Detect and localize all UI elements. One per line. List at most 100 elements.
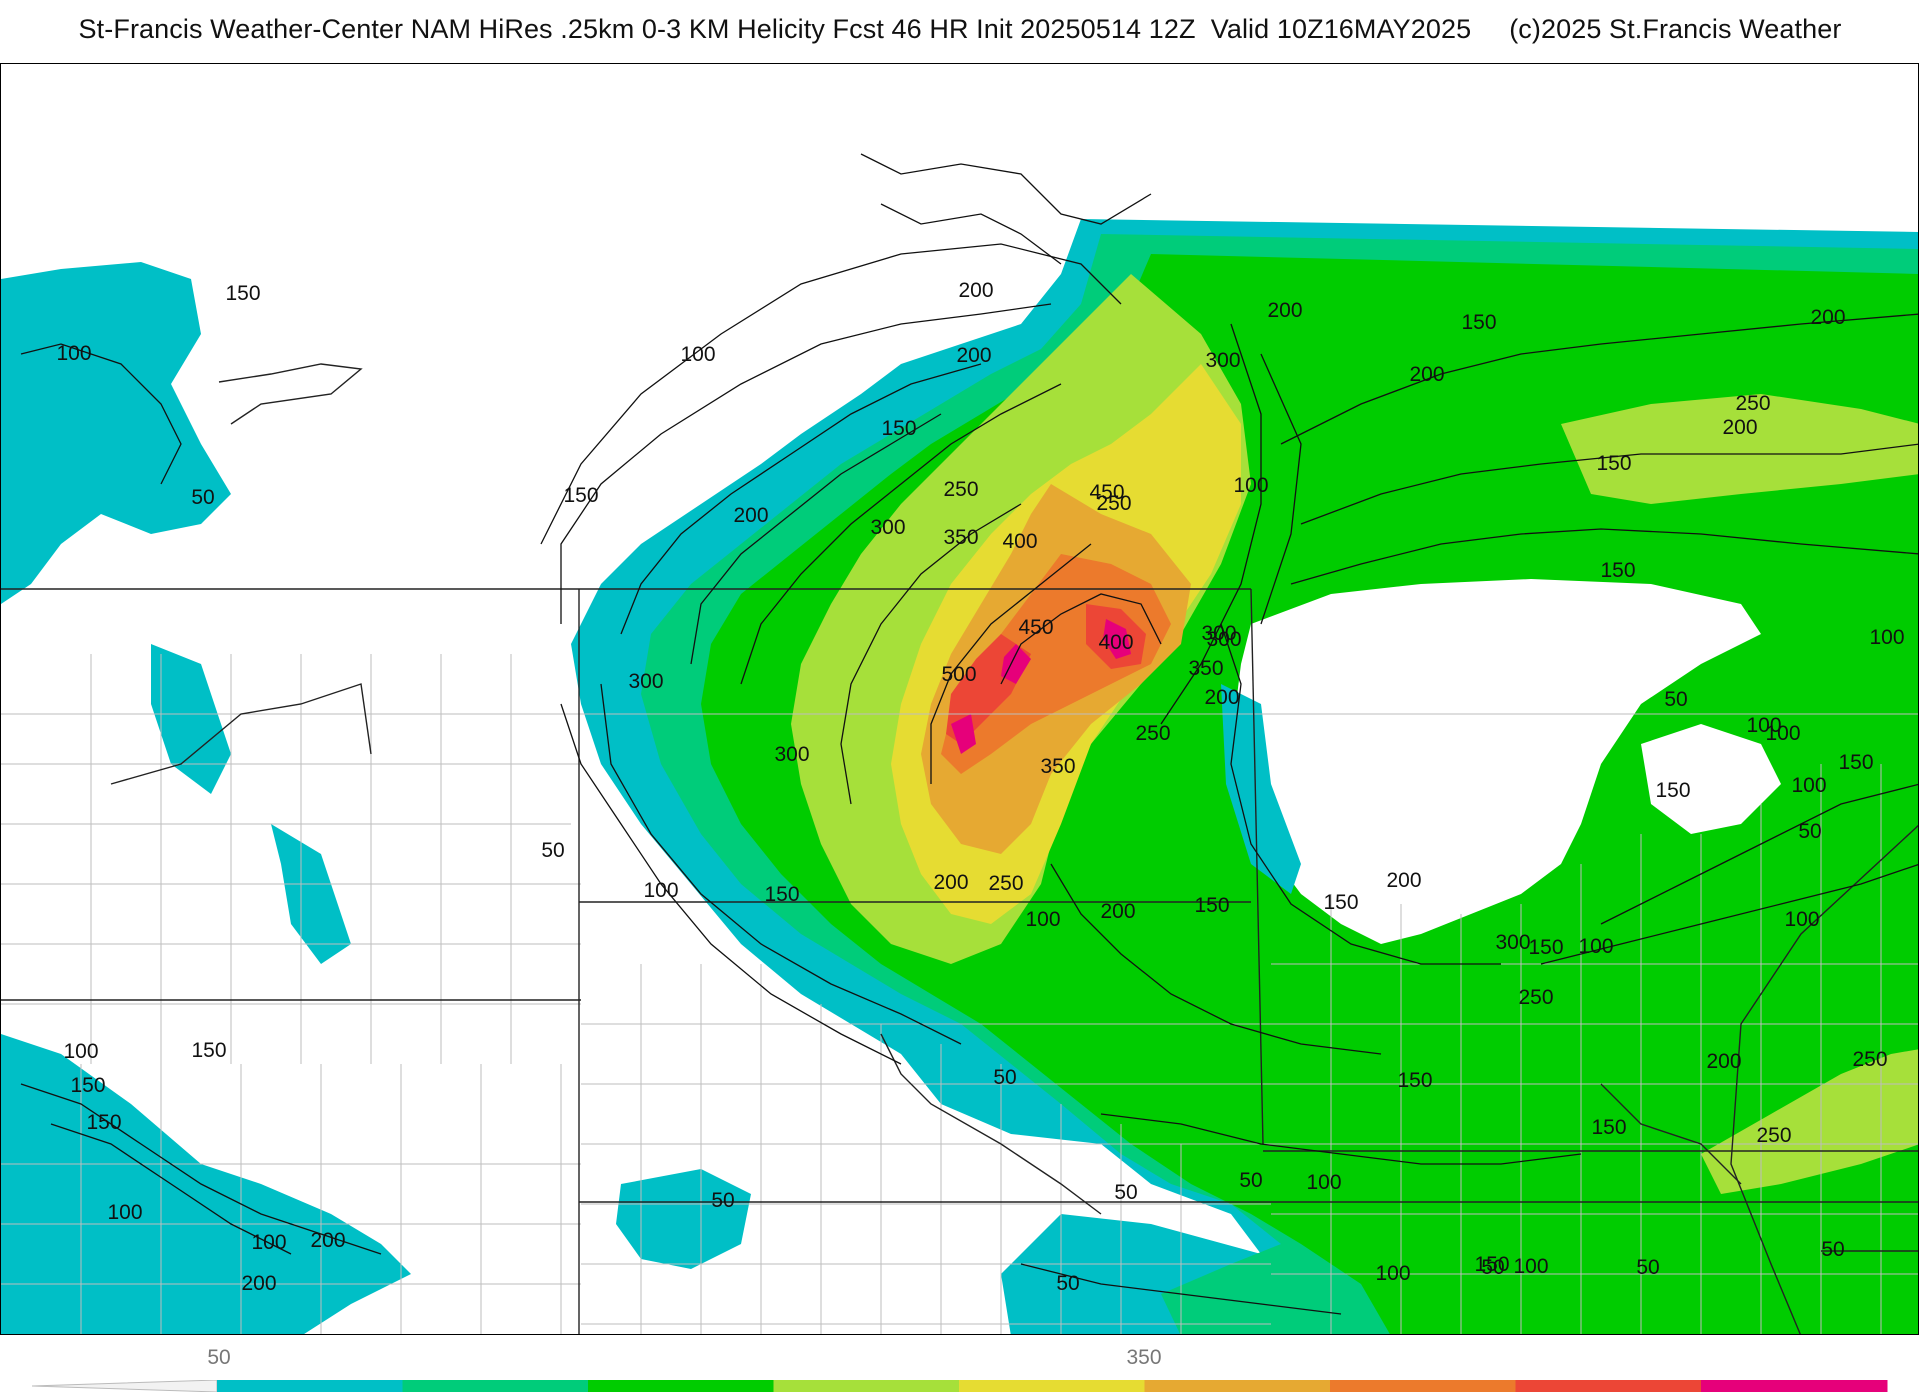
contour-label: 50 bbox=[1481, 1256, 1504, 1279]
contour-label: 100 bbox=[643, 879, 678, 902]
map-title: St-Francis Weather-Center NAM HiRes .25k… bbox=[78, 14, 1842, 44]
contour-label: 250 bbox=[1518, 986, 1553, 1009]
contour-label: 150 bbox=[1600, 559, 1635, 582]
colorbar-segment bbox=[402, 1380, 589, 1392]
contour-label: 150 bbox=[191, 1039, 226, 1062]
contour-label: 150 bbox=[1655, 779, 1690, 802]
helicity-contours bbox=[20, 153, 1918, 1315]
contour-label: 150 bbox=[1194, 894, 1229, 917]
low-helicity-region bbox=[1236, 579, 1761, 944]
colorbar-segment bbox=[1330, 1380, 1517, 1392]
contour-label: 50 bbox=[1821, 1238, 1844, 1261]
contour-label: 150 bbox=[881, 417, 916, 440]
contour-label: 200 bbox=[241, 1272, 276, 1295]
contour-label: 150 bbox=[1474, 1253, 1509, 1276]
contour-label: 400 bbox=[1098, 631, 1133, 654]
contour-label: 200 bbox=[956, 344, 991, 367]
contour-label: 150 bbox=[563, 484, 598, 507]
contour-label: 200 bbox=[1722, 416, 1757, 439]
contour-label: 400 bbox=[1002, 530, 1037, 553]
contour-label: 100 bbox=[107, 1201, 142, 1224]
colorbar bbox=[32, 1380, 1888, 1392]
colorbar-low-triangle bbox=[32, 1380, 218, 1392]
contour-label: 150 bbox=[70, 1074, 105, 1097]
contour-label: 50 bbox=[1664, 688, 1687, 711]
contour-label: 100 bbox=[1375, 1262, 1410, 1285]
contour-label: 100 bbox=[1233, 474, 1268, 497]
contour-label: 100 bbox=[680, 343, 715, 366]
contour-label: 100 bbox=[1746, 714, 1781, 737]
contour-label: 250 bbox=[988, 872, 1023, 895]
contour-label: 100 bbox=[1784, 908, 1819, 931]
contour-label: 200 bbox=[1267, 299, 1302, 322]
contour-label: 150 bbox=[1397, 1069, 1432, 1092]
contour-label: 50 bbox=[993, 1066, 1016, 1089]
contour-label: 200 bbox=[1100, 900, 1135, 923]
contour-label: 150 bbox=[86, 1111, 121, 1134]
contour-label: 50 bbox=[1636, 1256, 1659, 1279]
contour-label: 350 bbox=[1188, 657, 1223, 680]
contour-label: 100 bbox=[1306, 1171, 1341, 1194]
contour-label: 100 bbox=[1765, 722, 1800, 745]
colorbar-segment bbox=[1144, 1380, 1331, 1392]
contour-label: 350 bbox=[943, 526, 978, 549]
colorbar-segment bbox=[588, 1380, 775, 1392]
colorbar-segment bbox=[217, 1380, 404, 1392]
colorbar-segment bbox=[959, 1380, 1146, 1392]
contour-label: 100 bbox=[1869, 626, 1904, 649]
contour-label: 100 bbox=[251, 1231, 286, 1254]
contour-label: 300 bbox=[1206, 628, 1241, 651]
contour-label: 350 bbox=[1040, 755, 1075, 778]
contour-label: 50 bbox=[541, 839, 564, 862]
contour-label: 100 bbox=[1791, 774, 1826, 797]
contour-label: 150 bbox=[1596, 452, 1631, 475]
colorbar-high-triangle bbox=[1703, 1380, 1888, 1392]
contour-label: 200 bbox=[1810, 306, 1845, 329]
helicity-band-500 bbox=[1001, 644, 1031, 684]
contour-label: 50 bbox=[1056, 1272, 1079, 1295]
contour-label: 450 bbox=[1089, 481, 1124, 504]
contour-label: 200 bbox=[1706, 1050, 1741, 1073]
contour-label: 100 bbox=[56, 342, 91, 365]
contour-label: 300 bbox=[628, 670, 663, 693]
contour-label: 150 bbox=[225, 282, 260, 305]
contour-label: 100 bbox=[63, 1040, 98, 1063]
contour-label: 200 bbox=[958, 279, 993, 302]
contour-label: 250 bbox=[1852, 1048, 1887, 1071]
helicity-map: 100 50 150 100 200 150 200 300 200 150 200 200 250 20… bbox=[0, 63, 1919, 1335]
contour-label: 300 bbox=[1201, 622, 1236, 645]
contour-label: 200 bbox=[1386, 869, 1421, 892]
contour-label: 200 bbox=[1204, 686, 1239, 709]
contour-label: 150 bbox=[1528, 936, 1563, 959]
contour-label: 50 bbox=[1114, 1181, 1137, 1204]
contour-label: 200 bbox=[733, 504, 768, 527]
contour-label: 200 bbox=[310, 1229, 345, 1252]
contour-label: 250 bbox=[1135, 722, 1170, 745]
contour-label: 450 bbox=[1018, 616, 1053, 639]
contour-label: 50 bbox=[1798, 820, 1821, 843]
contour-label: 50 bbox=[191, 486, 214, 509]
colorbar-segment bbox=[773, 1380, 960, 1392]
contour-label: 300 bbox=[1205, 349, 1240, 372]
contour-label: 200 bbox=[1409, 363, 1444, 386]
contour-label: 150 bbox=[1591, 1116, 1626, 1139]
boundary-layer bbox=[1, 363, 1918, 1334]
contour-label: 500 bbox=[941, 663, 976, 686]
contour-label: 300 bbox=[774, 743, 809, 766]
contour-label: 50 bbox=[711, 1189, 734, 1212]
colorbar-segment bbox=[1515, 1380, 1702, 1392]
colorbar-tick-50: 50 bbox=[207, 1346, 231, 1369]
contour-label: 200 bbox=[933, 871, 968, 894]
contour-label: 100 bbox=[1025, 908, 1060, 931]
contour-label: 250 bbox=[1096, 492, 1131, 515]
contour-label: 100 bbox=[1578, 935, 1613, 958]
contour-label: 100 bbox=[1513, 1255, 1548, 1278]
contour-label: 250 bbox=[1735, 392, 1770, 415]
colorbar-tick-350: 350 bbox=[1126, 1346, 1162, 1369]
contour-label: 150 bbox=[1838, 751, 1873, 774]
helicity-west-patch bbox=[1, 262, 231, 604]
contour-label: 250 bbox=[943, 478, 978, 501]
contour-label: 150 bbox=[1461, 311, 1496, 334]
